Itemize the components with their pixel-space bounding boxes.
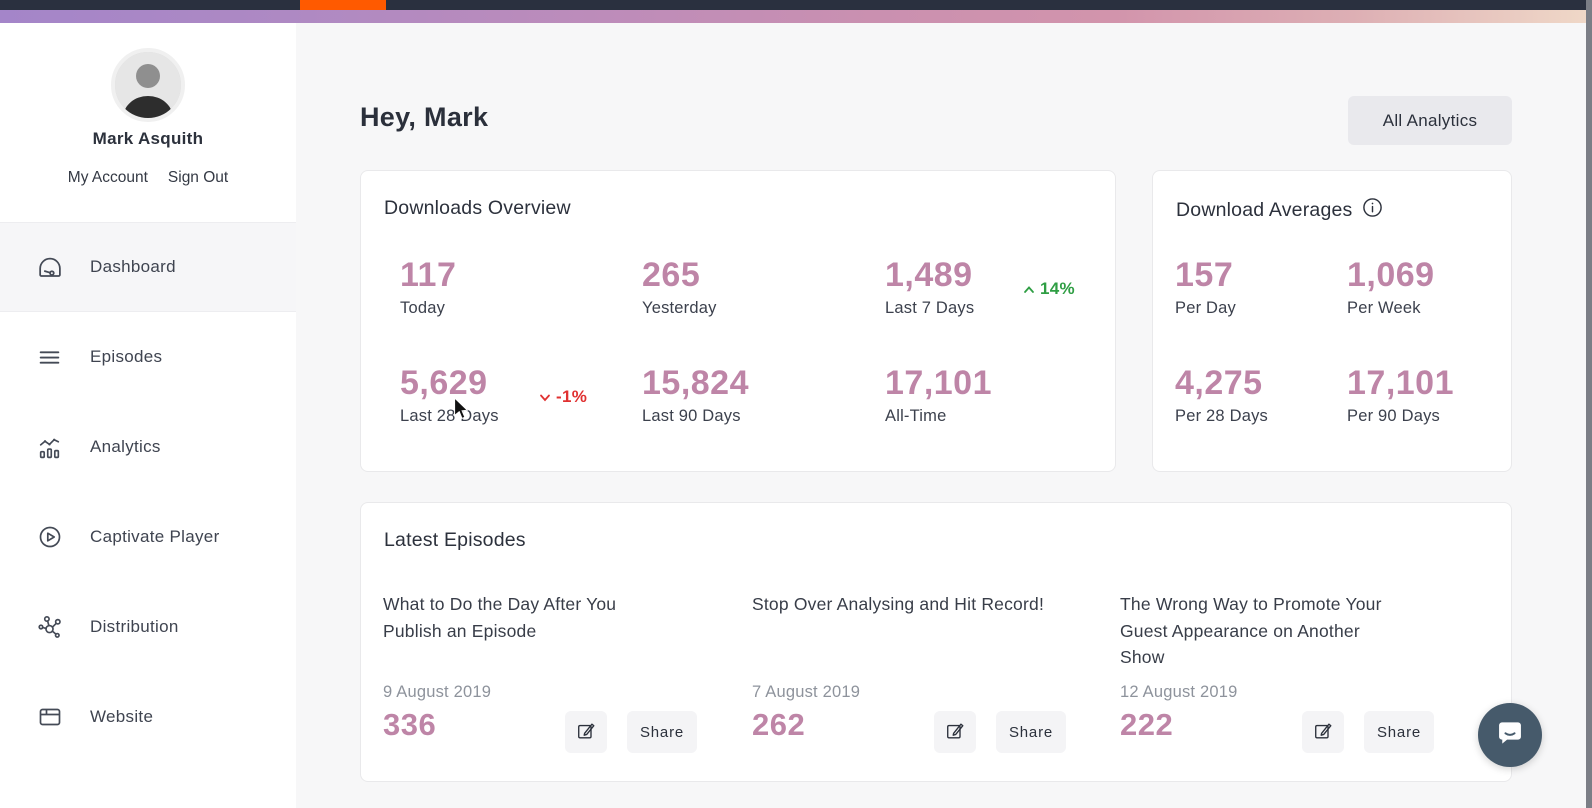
profile-links: My Account Sign Out [0, 169, 296, 187]
episode-date: 12 August 2019 [1120, 683, 1238, 701]
gauge-icon [36, 254, 63, 281]
episode-title[interactable]: What to Do the Day After You Publish an … [383, 594, 617, 641]
sidebar-item-website[interactable]: Website [0, 672, 296, 762]
downloads-overview-card: Downloads Overview 117 Today 265 Yesterd… [360, 170, 1116, 472]
list-icon [36, 344, 63, 371]
sidebar-nav: Dashboard Episodes [0, 222, 296, 762]
info-circle-icon[interactable] [1362, 197, 1383, 224]
edit-episode-button[interactable] [934, 711, 976, 753]
sidebar-item-analytics[interactable]: Analytics [0, 402, 296, 492]
avatar [111, 48, 185, 122]
episode-item: Stop Over Analysing and Hit Record! 7 Au… [752, 591, 1082, 771]
browser-top-bar [0, 0, 1592, 10]
sidebar-item-label: Website [90, 707, 154, 726]
browser-active-tab[interactable] [300, 0, 386, 10]
browser-window-icon [36, 704, 63, 731]
sidebar-item-captivate-player[interactable]: Captivate Player [0, 492, 296, 582]
episode-download-count: 336 [383, 707, 437, 742]
share-episode-button[interactable]: Share [627, 711, 697, 753]
episode-item: The Wrong Way to Promote Your Guest Appe… [1120, 591, 1450, 771]
play-circle-icon [36, 524, 63, 551]
sign-out-link[interactable]: Sign Out [167, 169, 229, 186]
episode-item: What to Do the Day After You Publish an … [383, 591, 713, 771]
profile-name: Mark Asquith [92, 129, 204, 148]
edit-icon [576, 721, 596, 744]
delta-up-badge: 14% [1023, 279, 1075, 299]
all-analytics-button[interactable]: All Analytics [1348, 96, 1512, 145]
episode-download-count: 262 [752, 707, 806, 742]
stat-per-28-days: 4,275 Per 28 Days [1175, 364, 1268, 425]
sidebar-item-episodes[interactable]: Episodes [0, 312, 296, 402]
latest-episodes-title: Latest Episodes [384, 529, 526, 551]
stat-all-time: 17,101 All-Time [885, 364, 992, 425]
stat-last-7-days: 1,489 Last 7 Days [885, 256, 975, 317]
caret-up-icon [1023, 279, 1035, 299]
caret-down-icon [539, 387, 551, 407]
episode-title[interactable]: The Wrong Way to Promote Your Guest Appe… [1120, 594, 1382, 667]
downloads-overview-title: Downloads Overview [384, 197, 571, 219]
sidebar-item-label: Dashboard [90, 257, 176, 276]
brand-gradient-bar [0, 10, 1592, 23]
stat-per-week: 1,069 Per Week [1347, 256, 1435, 317]
edit-icon [1313, 721, 1333, 744]
latest-episodes-card: Latest Episodes What to Do the Day After… [360, 502, 1512, 782]
sidebar-item-label: Captivate Player [90, 527, 220, 546]
chat-widget-button[interactable] [1478, 703, 1542, 767]
stat-per-day: 157 Per Day [1175, 256, 1237, 317]
edit-icon [945, 721, 965, 744]
download-averages-title: Download Averages [1176, 197, 1383, 224]
episode-title[interactable]: Stop Over Analysing and Hit Record! [752, 594, 1045, 614]
sidebar-item-label: Episodes [90, 347, 163, 366]
share-network-icon [36, 614, 63, 641]
share-episode-button[interactable]: Share [996, 711, 1066, 753]
delta-down-badge: -1% [539, 387, 587, 407]
bar-chart-icon [36, 434, 63, 461]
stat-last-90-days: 15,824 Last 90 Days [642, 364, 749, 425]
edit-episode-button[interactable] [565, 711, 607, 753]
episode-date: 7 August 2019 [752, 683, 861, 701]
edit-episode-button[interactable] [1302, 711, 1344, 753]
sidebar-item-dashboard[interactable]: Dashboard [0, 222, 296, 312]
sidebar: Mark Asquith My Account Sign Out Dashboa… [0, 23, 296, 808]
share-episode-button[interactable]: Share [1364, 711, 1434, 753]
page-title: Hey, Mark [360, 102, 489, 132]
sidebar-item-label: Analytics [90, 437, 161, 456]
my-account-link[interactable]: My Account [67, 169, 148, 186]
episode-download-count: 222 [1120, 707, 1174, 742]
sidebar-item-distribution[interactable]: Distribution [0, 582, 296, 672]
download-averages-card: Download Averages 157 Per Day 1,069 Per … [1152, 170, 1512, 472]
chat-bubble-icon [1494, 717, 1526, 754]
stat-per-90-days: 17,101 Per 90 Days [1347, 364, 1454, 425]
page-scrollbar[interactable] [1586, 0, 1592, 808]
stat-today: 117 Today [400, 256, 457, 317]
sidebar-item-label: Distribution [90, 617, 179, 636]
stat-yesterday: 265 Yesterday [642, 256, 717, 317]
stat-last-28-days: 5,629 Last 28 Days [400, 364, 499, 425]
episode-date: 9 August 2019 [383, 683, 492, 701]
